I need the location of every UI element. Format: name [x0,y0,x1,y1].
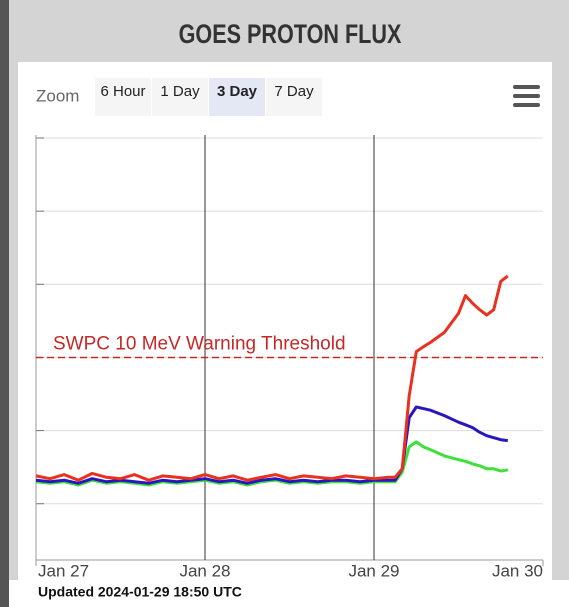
x-tick-label: Jan 29 [348,561,399,580]
x-tick-label: Jan 28 [179,561,230,580]
x-tick-label: Jan 30 [492,561,543,580]
menu-bar [513,94,540,98]
x-tick-label: Jan 27 [38,561,89,580]
menu-bar [513,85,540,89]
zoom-button-label: 6 Hour [100,83,145,100]
threshold-label: SWPC 10 MeV Warning Threshold [53,333,346,354]
footer-bar [9,580,569,607]
zoom-button[interactable]: 1 Day [152,78,208,116]
zoom-button-bg [209,78,265,116]
chart-panel [18,62,552,580]
zoom-button-label: 3 Day [217,83,258,100]
menu-icon[interactable] [513,85,540,107]
zoom-buttons: 6 Hour 1 Day 3 Day 7 Day [95,78,322,116]
plot: Jan 27 Jan 28 Jan 29 Jan 30 SWPC 10 MeV Warn… [35,135,544,580]
zoom-button[interactable]: 7 Day [266,78,322,116]
updated-text: Updated 2024-01-29 18:50 UTC [38,584,242,600]
series-line [35,440,509,487]
header-title: GOES PROTON FLUX [179,20,402,50]
zoom-button-bg [152,78,208,116]
zoom-button[interactable]: 3 Day [209,78,265,116]
series-line [35,405,508,485]
series-line [35,274,509,482]
zoom-button-label: 1 Day [160,83,200,100]
menu-bar [513,103,540,107]
zoom-button-bg [95,78,151,116]
zoom-button-bg [266,78,322,116]
zoom-label: Zoom [36,86,79,105]
zoom-button-label: 7 Day [274,83,314,100]
zoom-button[interactable]: 6 Hour [95,78,151,116]
left-edge [0,0,9,607]
